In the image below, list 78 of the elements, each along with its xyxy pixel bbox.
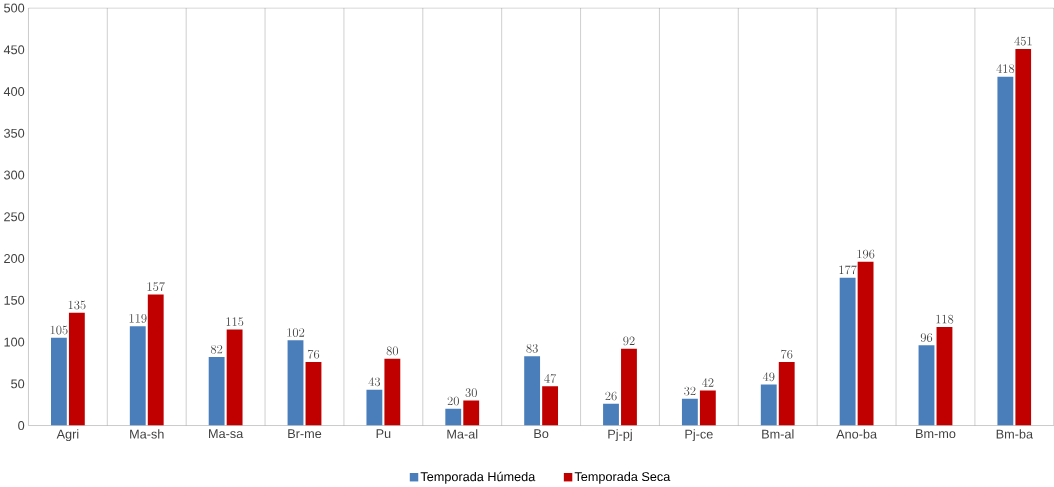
bar (997, 76, 1014, 426)
bar (778, 362, 795, 426)
bar (760, 384, 777, 426)
data-label: 47 (544, 374, 557, 383)
x-tick-label: Bm-ba (996, 429, 1034, 439)
data-label: 157 (147, 282, 165, 292)
bar (542, 386, 559, 426)
data-label: 83 (526, 344, 538, 353)
data-label: 119 (129, 314, 147, 323)
y-tick-label: 200 (4, 254, 25, 264)
bar (463, 400, 480, 426)
data-label: 115 (226, 317, 244, 327)
legend-label: Temporada Húmeda (420, 471, 536, 484)
x-tick-label: Bm-al (762, 429, 794, 439)
bar (366, 389, 383, 426)
x-tick-label: Pj-pj (608, 429, 632, 442)
data-label: 177 (839, 265, 857, 275)
x-tick-label: Agri (56, 429, 79, 442)
bar (147, 294, 164, 426)
bar (918, 345, 935, 426)
data-label: 418 (996, 64, 1015, 74)
data-label: 80 (386, 346, 399, 356)
bar (681, 398, 698, 426)
bar (384, 358, 401, 426)
data-label: 96 (920, 333, 933, 342)
y-tick-label: 300 (4, 170, 25, 180)
bar (839, 277, 856, 426)
data-label: 43 (368, 377, 381, 387)
data-label: 196 (857, 249, 875, 259)
bar (936, 327, 953, 426)
bar (305, 362, 322, 426)
x-tick-label: Pj-ce (685, 429, 713, 442)
bar (603, 403, 619, 426)
data-label: 82 (210, 344, 223, 354)
y-tick-label: 450 (3, 45, 25, 55)
bar (129, 326, 146, 426)
data-label: 135 (68, 300, 86, 310)
y-tick-label: 250 (4, 212, 25, 222)
y-tick-label: 50 (11, 379, 25, 389)
data-label: 20 (447, 396, 459, 406)
x-tick-label: Bm-mo (916, 429, 956, 439)
bar (699, 390, 716, 426)
bar (1015, 48, 1032, 426)
x-tick-label: Ano-ba (836, 429, 878, 439)
bar (50, 337, 67, 426)
data-label: 118 (936, 314, 954, 324)
y-tick-label: 400 (3, 87, 25, 97)
data-label: 451 (1014, 36, 1032, 46)
bar (68, 312, 85, 426)
data-label: 42 (701, 378, 714, 387)
data-label: 76 (307, 349, 320, 359)
data-label: 102 (287, 328, 305, 337)
bar (208, 357, 225, 426)
bar (226, 329, 243, 426)
x-tick-label: Ma-al (447, 429, 478, 439)
x-tick-label: Pu (376, 429, 391, 439)
data-label: 105 (50, 325, 68, 335)
x-tick-label: Br-me (288, 429, 322, 439)
data-label: 26 (605, 391, 617, 401)
legend-label: Temporada Seca (574, 471, 671, 484)
bar (621, 348, 637, 426)
y-tick-label: 150 (4, 295, 25, 305)
x-tick-label: Bo (534, 429, 549, 439)
bar (857, 261, 874, 426)
y-tick-label: 350 (4, 128, 25, 138)
y-tick-label: 500 (4, 3, 25, 13)
data-label: 49 (762, 372, 775, 382)
data-label: 30 (465, 388, 477, 398)
y-tick-label: 0 (18, 421, 25, 431)
data-label: 32 (684, 386, 696, 396)
y-tick-label: 100 (4, 337, 25, 347)
bar (287, 340, 304, 426)
data-label: 76 (781, 349, 793, 359)
x-tick-label: Ma-sh (130, 429, 164, 439)
bar (524, 356, 541, 426)
x-tick-label: Ma-sa (209, 429, 244, 439)
data-label: 92 (623, 336, 635, 346)
bar (445, 408, 462, 426)
